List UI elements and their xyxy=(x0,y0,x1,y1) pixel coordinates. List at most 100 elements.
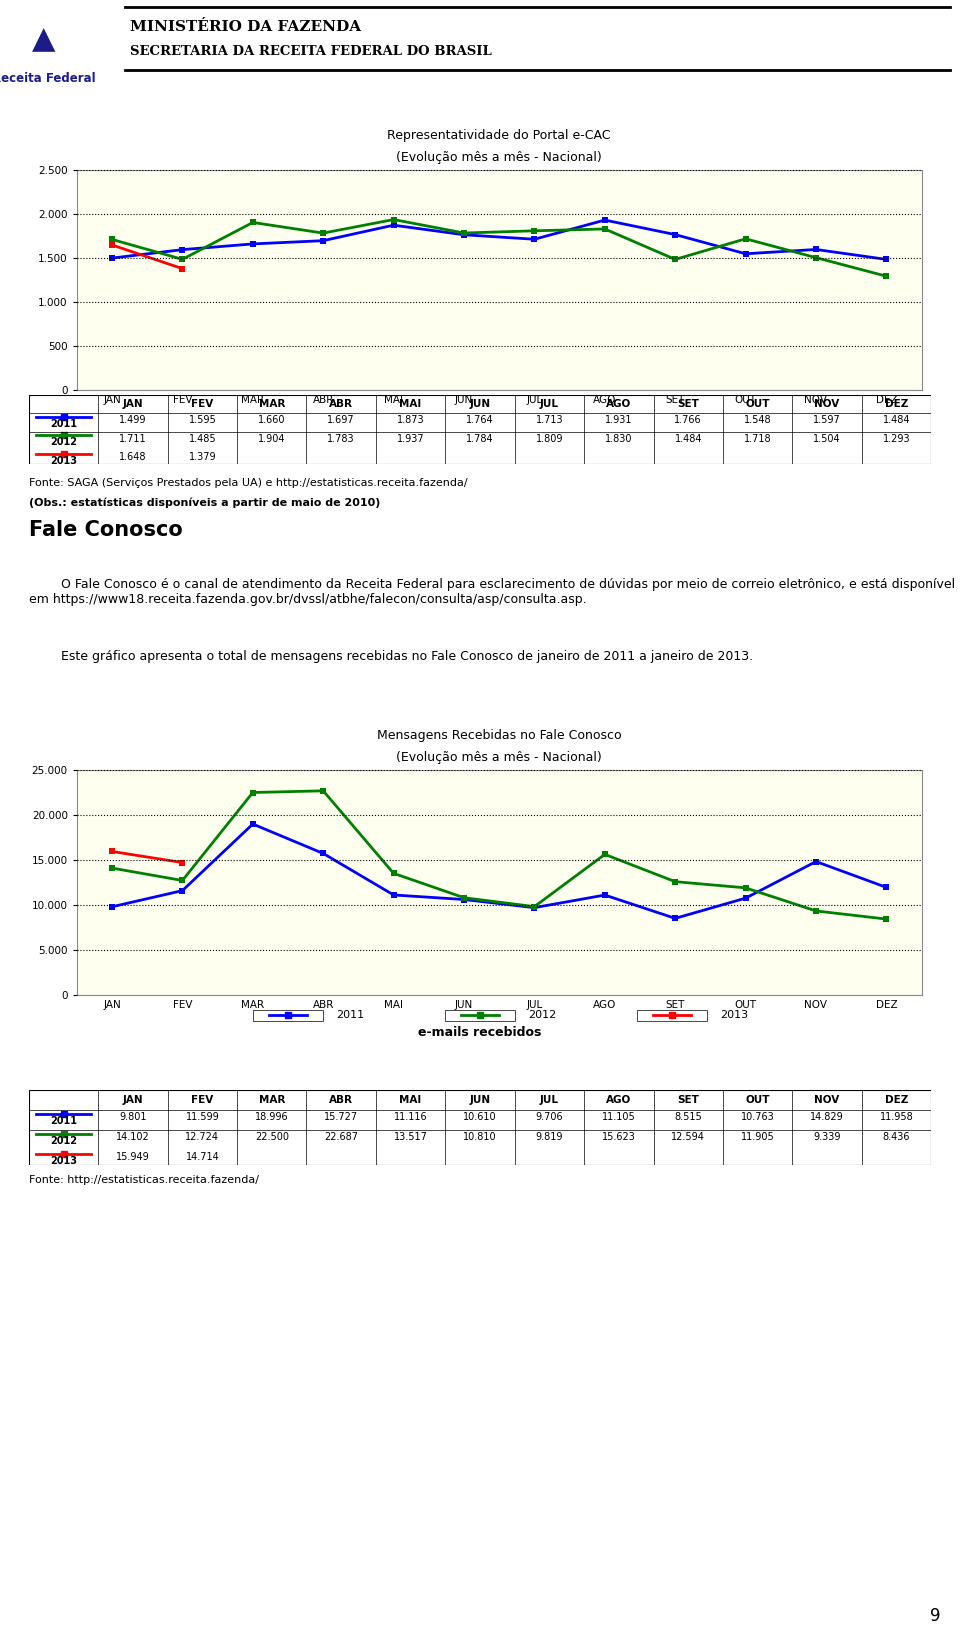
Text: Representatividade do Portal e-CAC: Representatividade do Portal e-CAC xyxy=(388,128,611,141)
Text: 18.996: 18.996 xyxy=(255,1112,289,1122)
Text: 22.500: 22.500 xyxy=(254,1132,289,1143)
FancyBboxPatch shape xyxy=(20,112,940,474)
Text: 1.293: 1.293 xyxy=(882,434,910,444)
Text: JUN: JUN xyxy=(469,400,491,410)
Text: 1.713: 1.713 xyxy=(536,415,564,426)
Text: JAN: JAN xyxy=(123,1096,143,1105)
Text: 9.801: 9.801 xyxy=(119,1112,147,1122)
Text: 1.766: 1.766 xyxy=(675,415,702,426)
Text: 2011: 2011 xyxy=(336,1010,364,1020)
Text: 1.711: 1.711 xyxy=(119,434,147,444)
Text: 11.905: 11.905 xyxy=(741,1132,775,1143)
Text: 2012: 2012 xyxy=(50,438,77,447)
Text: Fale Conosco: Fale Conosco xyxy=(29,520,182,540)
Text: 10.810: 10.810 xyxy=(463,1132,497,1143)
Text: 15.949: 15.949 xyxy=(116,1153,150,1163)
Text: 1.485: 1.485 xyxy=(188,434,216,444)
Text: FEV: FEV xyxy=(191,400,213,410)
Text: 2012: 2012 xyxy=(528,1010,556,1020)
Text: 9.339: 9.339 xyxy=(813,1132,841,1143)
Text: (Evolução mês a mês - Nacional): (Evolução mês a mês - Nacional) xyxy=(396,151,602,164)
Text: MAR: MAR xyxy=(258,1096,285,1105)
Text: 14.829: 14.829 xyxy=(810,1112,844,1122)
Text: 2013: 2013 xyxy=(50,456,77,466)
Text: DEZ: DEZ xyxy=(885,400,908,410)
Text: 1.830: 1.830 xyxy=(605,434,633,444)
Text: 1.873: 1.873 xyxy=(396,415,424,426)
Text: JAN: JAN xyxy=(123,400,143,410)
Text: 8.515: 8.515 xyxy=(674,1112,702,1122)
Text: O Fale Conosco é o canal de atendimento da Receita Federal para esclarecimento d: O Fale Conosco é o canal de atendimento … xyxy=(29,577,955,605)
Bar xyxy=(253,1010,323,1020)
Bar xyxy=(445,1010,515,1020)
Text: 2013: 2013 xyxy=(50,1156,77,1166)
Text: 11.116: 11.116 xyxy=(394,1112,427,1122)
Text: 1.660: 1.660 xyxy=(258,415,285,426)
Text: SECRETARIA DA RECEITA FEDERAL DO BRASIL: SECRETARIA DA RECEITA FEDERAL DO BRASIL xyxy=(130,44,492,58)
Text: 15.727: 15.727 xyxy=(324,1112,358,1122)
Text: 1.484: 1.484 xyxy=(883,415,910,426)
Text: 1.597: 1.597 xyxy=(813,415,841,426)
Text: 1.484: 1.484 xyxy=(675,434,702,444)
Text: 1.648: 1.648 xyxy=(119,452,147,462)
Text: 12.724: 12.724 xyxy=(185,1132,219,1143)
Text: Este gráfico apresenta o total de mensagens recebidas no Fale Conosco de janeiro: Este gráfico apresenta o total de mensag… xyxy=(29,650,753,663)
Text: Receita Federal: Receita Federal xyxy=(0,72,95,86)
Text: 12.594: 12.594 xyxy=(671,1132,706,1143)
Bar xyxy=(637,1010,707,1020)
Text: 2012: 2012 xyxy=(50,1137,77,1147)
Text: JUL: JUL xyxy=(540,400,559,410)
Text: 1.764: 1.764 xyxy=(467,415,493,426)
Text: 1.809: 1.809 xyxy=(536,434,564,444)
Text: 1.783: 1.783 xyxy=(327,434,355,444)
Text: 22.687: 22.687 xyxy=(324,1132,358,1143)
Text: 1.548: 1.548 xyxy=(744,415,772,426)
Text: 1.937: 1.937 xyxy=(396,434,424,444)
Text: 11.105: 11.105 xyxy=(602,1112,636,1122)
Text: e-mails recebidos: e-mails recebidos xyxy=(419,1026,541,1040)
Text: 1.499: 1.499 xyxy=(119,415,147,426)
Text: NOV: NOV xyxy=(814,1096,840,1105)
Text: JUN: JUN xyxy=(469,1096,491,1105)
Text: (Obs.: estatísticas disponíveis a partir de maio de 2010): (Obs.: estatísticas disponíveis a partir… xyxy=(29,498,380,508)
Text: 1.784: 1.784 xyxy=(467,434,493,444)
Text: 2013: 2013 xyxy=(720,1010,748,1020)
Text: 1.504: 1.504 xyxy=(813,434,841,444)
Text: SET: SET xyxy=(678,400,699,410)
Text: DEZ: DEZ xyxy=(885,1096,908,1105)
Text: Fonte: SAGA (Serviços Prestados pela UA) e http://estatisticas.receita.fazenda/: Fonte: SAGA (Serviços Prestados pela UA)… xyxy=(29,479,468,489)
Text: MAR: MAR xyxy=(258,400,285,410)
Text: 1.718: 1.718 xyxy=(744,434,772,444)
Text: ▲: ▲ xyxy=(32,25,56,54)
Text: MINISTÉRIO DA FAZENDA: MINISTÉRIO DA FAZENDA xyxy=(130,20,361,35)
Text: 9.819: 9.819 xyxy=(536,1132,564,1143)
Text: 1.379: 1.379 xyxy=(188,452,216,462)
Text: 15.623: 15.623 xyxy=(602,1132,636,1143)
Text: 13.517: 13.517 xyxy=(394,1132,427,1143)
Text: 10.763: 10.763 xyxy=(741,1112,775,1122)
Text: 14.714: 14.714 xyxy=(185,1153,219,1163)
Text: OUT: OUT xyxy=(745,400,770,410)
Text: 9: 9 xyxy=(930,1607,941,1625)
Text: ABR: ABR xyxy=(329,1096,353,1105)
Text: AGO: AGO xyxy=(606,1096,632,1105)
Text: 1.595: 1.595 xyxy=(188,415,216,426)
Text: Mensagens Recebidas no Fale Conosco: Mensagens Recebidas no Fale Conosco xyxy=(377,729,621,742)
Text: 1.931: 1.931 xyxy=(605,415,633,426)
Text: 11.599: 11.599 xyxy=(185,1112,219,1122)
Text: 8.436: 8.436 xyxy=(883,1132,910,1143)
Text: 2011: 2011 xyxy=(50,419,77,429)
Text: AGO: AGO xyxy=(606,400,632,410)
Text: JUL: JUL xyxy=(540,1096,559,1105)
FancyBboxPatch shape xyxy=(20,711,940,1089)
Text: OUT: OUT xyxy=(745,1096,770,1105)
Text: 10.610: 10.610 xyxy=(463,1112,497,1122)
Text: ABR: ABR xyxy=(329,400,353,410)
Text: MAI: MAI xyxy=(399,1096,421,1105)
Text: 9.706: 9.706 xyxy=(536,1112,564,1122)
Text: 11.958: 11.958 xyxy=(879,1112,913,1122)
Text: Fonte: http://estatisticas.receita.fazenda/: Fonte: http://estatisticas.receita.fazen… xyxy=(29,1175,259,1184)
Text: (Evolução mês a mês - Nacional): (Evolução mês a mês - Nacional) xyxy=(396,752,602,765)
Text: NOV: NOV xyxy=(814,400,840,410)
Text: 2011: 2011 xyxy=(50,1117,77,1127)
